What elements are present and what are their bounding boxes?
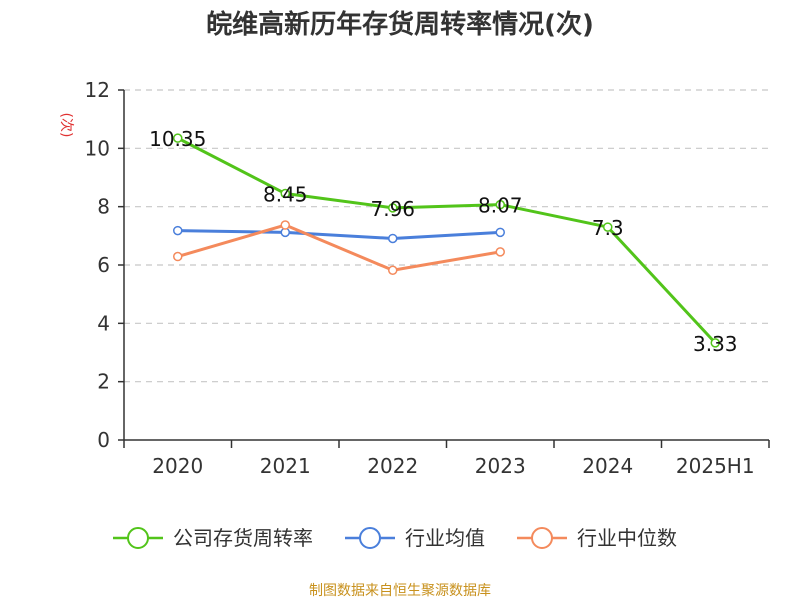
x-tick-label-2020: 2020 <box>152 454 203 478</box>
chart-title: 皖维高新历年存货周转率情况(次) <box>206 9 594 40</box>
series-0-point-2024 <box>603 222 613 232</box>
series-1-point-2020 <box>173 225 183 236</box>
source-note: 制图数据来自恒生聚源数据库 <box>309 583 491 599</box>
data-label-2022: 7.96 <box>370 197 415 221</box>
x-tick-label-2025H1: 2025H1 <box>676 454 755 478</box>
legend: 公司存货周转率 行业均值 行业中位数 <box>113 526 677 550</box>
series-2-point-2021 <box>280 220 290 230</box>
series-lines <box>173 133 720 348</box>
series-1-point-2022 <box>388 233 398 244</box>
data-label-2024: 7.3 <box>592 216 624 240</box>
y-tick-label-1: 2 <box>97 370 110 394</box>
y-tick-label-0: 0 <box>97 428 110 452</box>
x-tick-label-2021: 2021 <box>260 454 311 478</box>
y-tick-label-5: 10 <box>85 136 110 160</box>
y-tick-label-2: 4 <box>97 311 110 335</box>
legend-swatch-marker-1 <box>359 527 381 549</box>
x-tick-label-2022: 2022 <box>367 454 418 478</box>
legend-item-1[interactable]: 行业均值 <box>345 526 485 550</box>
data-label-2025H1: 3.33 <box>693 332 738 356</box>
y-tick-label-6: 12 <box>85 78 110 102</box>
legend-label-0: 公司存货周转率 <box>173 526 313 550</box>
series-2-point-2023 <box>495 247 505 257</box>
series-line-2 <box>177 223 501 272</box>
data-label-2023: 8.07 <box>478 194 523 218</box>
y-tick-label-4: 8 <box>97 195 110 219</box>
data-label-2020: 10.35 <box>149 127 206 151</box>
axes: 0 2 4 6 8 10 12 2020 2021 2022 2023 2024 2025H1 <box>85 78 770 478</box>
data-labels: 10.35 8.45 7.96 8.07 7.3 3.33 <box>149 127 737 356</box>
legend-label-1: 行业均值 <box>405 526 485 550</box>
series-0-point-2023 <box>495 199 505 210</box>
legend-item-0[interactable]: 公司存货周转率 <box>113 526 313 550</box>
x-tick-label-2023: 2023 <box>475 454 526 478</box>
y-axis-unit-label: (次) <box>58 113 74 138</box>
legend-swatch-marker-2 <box>531 527 553 549</box>
series-line-0 <box>177 136 717 344</box>
series-2-point-2020 <box>173 251 183 262</box>
legend-label-2: 行业中位数 <box>577 526 677 550</box>
series-2-point-2022 <box>388 265 398 275</box>
data-label-2021: 8.45 <box>263 183 308 207</box>
x-tick-label-2024: 2024 <box>582 454 633 478</box>
series-0-point-2022 <box>388 203 398 213</box>
series-0-point-2020 <box>173 133 183 143</box>
y-tick-label-3: 6 <box>97 253 110 277</box>
series-0-point-2025H1 <box>710 338 720 348</box>
series-0-point-2021 <box>280 188 290 199</box>
series-1-point-2023 <box>495 227 505 238</box>
legend-swatch-marker-0 <box>127 527 149 549</box>
series-line-1 <box>177 229 501 240</box>
legend-item-2[interactable]: 行业中位数 <box>517 526 677 550</box>
